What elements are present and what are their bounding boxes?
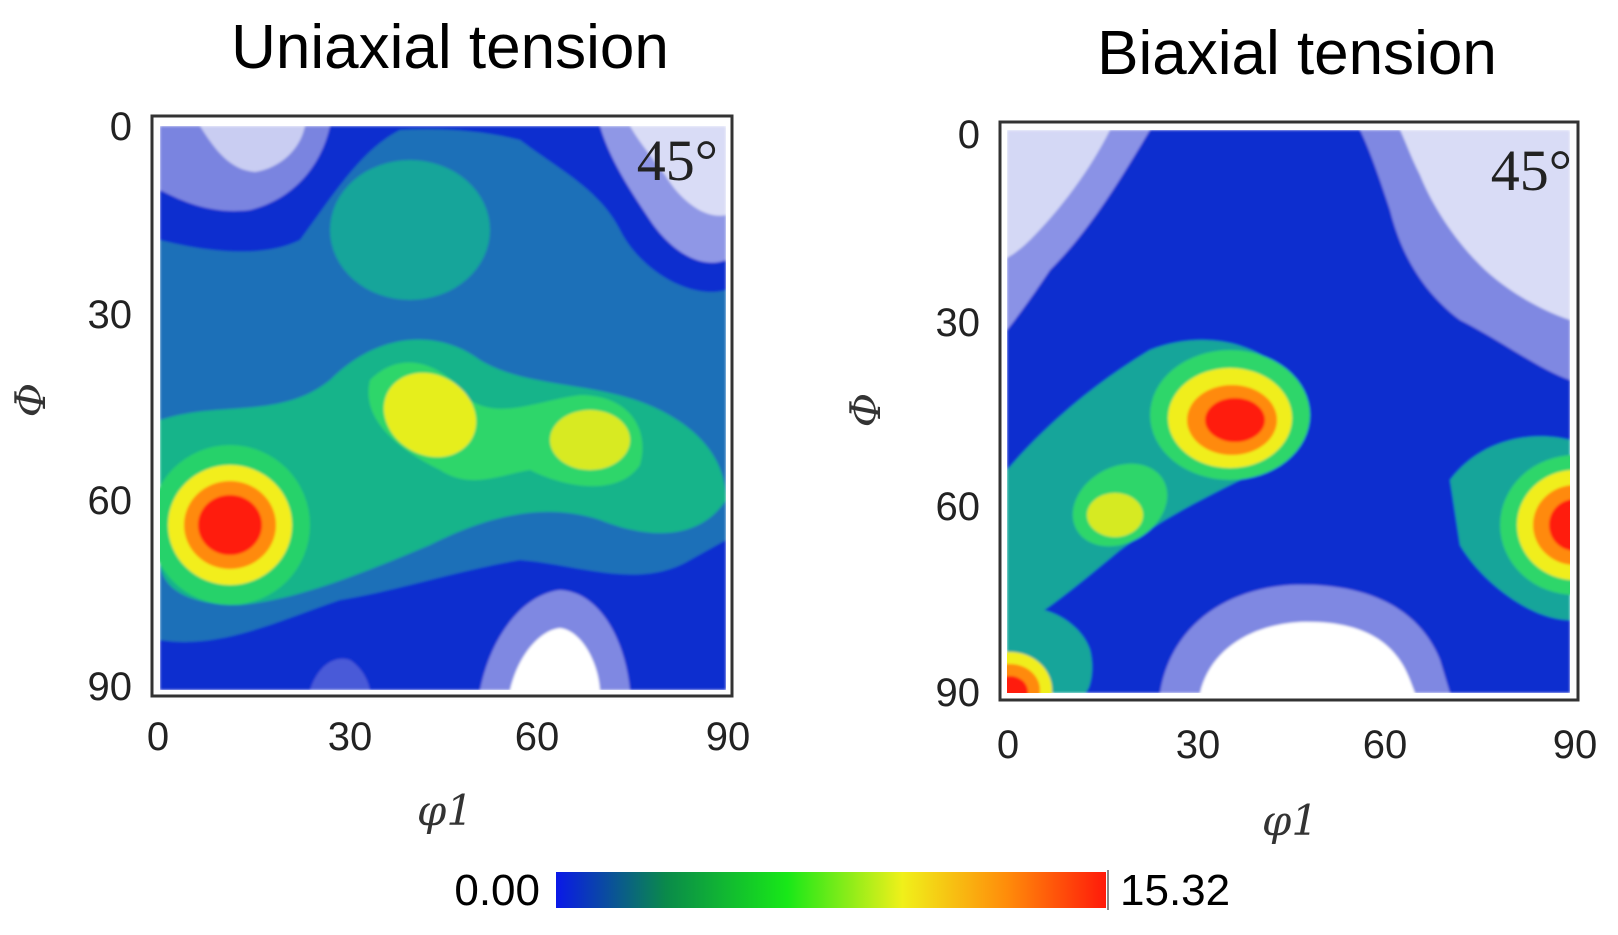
heatmap-biaxial [1007, 130, 1570, 693]
y-tick-label: 90 [88, 665, 133, 709]
x-ticks-uniaxial: 0 30 60 90 [147, 715, 750, 759]
x-ticks-biaxial: 0 30 60 90 [997, 723, 1597, 767]
y-axis-label-biaxial: Φ [841, 393, 890, 427]
yellow-peak-center-uniaxial [383, 372, 477, 458]
x-tick-label: 30 [328, 715, 373, 759]
angle-annotation-uniaxial: 45° [637, 128, 718, 193]
y-ticks-biaxial: 0 30 60 90 [936, 113, 981, 715]
x-tick-label: 60 [1363, 723, 1408, 767]
red-core-leftpeak-uniaxial [198, 495, 262, 555]
y-tick-label: 30 [88, 293, 133, 337]
angle-annotation-biaxial: 45° [1491, 138, 1572, 203]
pale-region-bottom-small-uniaxial [310, 658, 370, 690]
colorbar-gradient [556, 872, 1106, 908]
pale-region-topleft-inner-uniaxial [200, 126, 305, 172]
x-tick-label: 30 [1176, 723, 1221, 767]
red-core-centerpeak-biaxial [1205, 398, 1265, 442]
plot-frame-biaxial [998, 120, 1580, 702]
teal-zone-top-uniaxial [330, 160, 490, 300]
colorbar: 0.00 15.32 [454, 866, 1230, 915]
yellow-peak-right-uniaxial [550, 410, 630, 470]
pale-region-bottom-inner-biaxial [1200, 621, 1415, 693]
y-tick-label: 0 [110, 105, 132, 149]
y-tick-label: 60 [88, 479, 133, 523]
y-tick-label: 60 [936, 485, 981, 529]
y-axis-label-uniaxial: Φ [6, 383, 55, 417]
heatmap-uniaxial [160, 126, 726, 690]
y-tick-label: 90 [936, 671, 981, 715]
y-tick-label: 30 [936, 301, 981, 345]
red-core-rightpeak-biaxial [1549, 499, 1570, 551]
pale-region-topright-inner-biaxial [1400, 130, 1570, 320]
colorbar-min-label: 0.00 [454, 866, 540, 915]
yellow-blob-left-biaxial [1087, 493, 1143, 537]
panel-uniaxial: Uniaxial tension [6, 13, 750, 835]
x-tick-label: 60 [515, 715, 560, 759]
x-tick-label: 90 [706, 715, 751, 759]
x-tick-label: 0 [997, 723, 1019, 767]
plot-frame-uniaxial [150, 114, 734, 698]
y-tick-label: 0 [958, 113, 980, 157]
panel-title-uniaxial: Uniaxial tension [231, 13, 669, 82]
colorbar-max-label: 15.32 [1120, 866, 1230, 915]
x-tick-label: 0 [147, 715, 169, 759]
panel-title-biaxial: Biaxial tension [1097, 19, 1497, 88]
pale-region-topleft-inner-biaxial [1007, 130, 1110, 258]
pale-region-bottom-inner-uniaxial [510, 628, 600, 690]
x-tick-label: 90 [1553, 723, 1598, 767]
red-core-cornerpeak-biaxial [1007, 676, 1028, 693]
orange-ring-rightpeak-biaxial [1533, 485, 1570, 565]
y-ticks-uniaxial: 0 30 60 90 [88, 105, 133, 709]
x-axis-label-uniaxial: φ1 [417, 786, 473, 835]
x-axis-label-biaxial: φ1 [1262, 796, 1318, 845]
panel-biaxial: Biaxial tension [841, 19, 1597, 845]
pale-region-topright-inner-uniaxial [630, 126, 726, 216]
